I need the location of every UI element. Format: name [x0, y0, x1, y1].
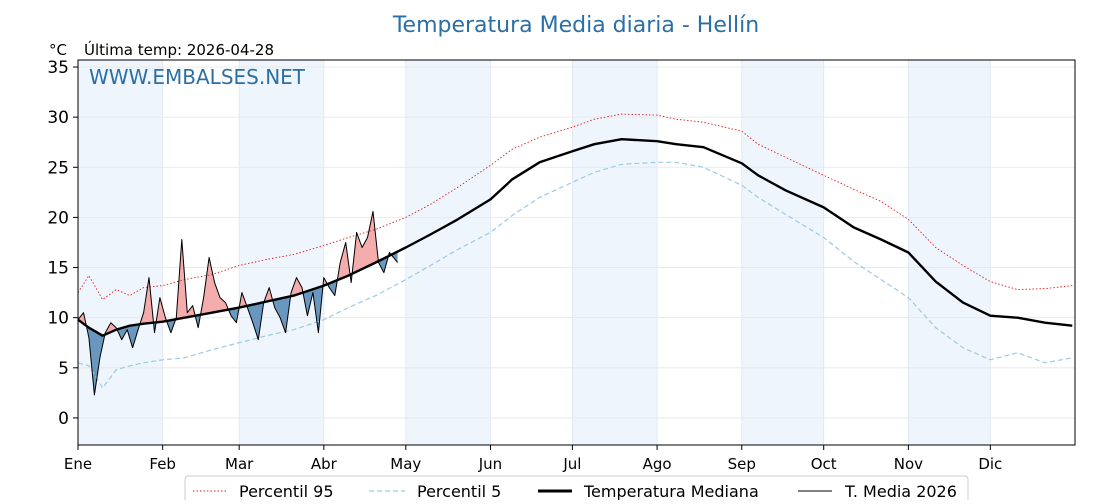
x-tick-label: May	[390, 455, 421, 473]
above-median-fill	[156, 297, 167, 323]
below-median-fill	[272, 296, 291, 333]
x-tick-label: Mar	[225, 455, 254, 473]
y-tick-label: 35	[47, 58, 69, 78]
month-bands	[78, 60, 991, 445]
x-tick-label: Abr	[311, 455, 338, 473]
y-tick-label: 15	[47, 259, 69, 279]
legend-label-current: T. Media 2026	[844, 482, 957, 500]
x-tick-label: Dic	[978, 455, 1002, 473]
x-tick-label: Jul	[562, 455, 581, 473]
below-median-fill	[166, 319, 176, 333]
above-median-fill	[290, 277, 303, 297]
x-axis-ticks: Ene Feb Mar Abr May Jun Jul Ago Sep Oct Nov Dic	[64, 445, 1002, 473]
x-tick-label: Sep	[728, 455, 756, 473]
plot-frame	[77, 59, 1076, 446]
legend-label-p95: Percentil 95	[239, 482, 334, 500]
above-median-fill	[78, 312, 87, 326]
x-tick-label: Ago	[643, 455, 672, 473]
month-band	[572, 60, 658, 445]
legend-box	[184, 475, 969, 504]
x-tick-label: Feb	[149, 455, 176, 473]
month-band	[239, 60, 324, 445]
above-median-fill	[263, 287, 273, 303]
x-tick-label: Nov	[894, 455, 923, 473]
below-median-fill	[228, 307, 240, 323]
y-tick-label: 25	[47, 158, 69, 178]
y-tick-label: 0	[58, 409, 69, 429]
below-median-fill	[86, 325, 105, 395]
below-median-fill	[195, 314, 201, 328]
x-tick-label: Oct	[811, 455, 837, 473]
legend-label-p5: Percentil 5	[417, 482, 501, 500]
legend-label-median: Temperatura Mediana	[583, 482, 759, 500]
series-lines	[77, 113, 1073, 396]
y-tick-label: 10	[47, 309, 69, 329]
month-band	[405, 60, 491, 445]
legend: Percentil 95 Percentil 5 Temperatura Med…	[184, 475, 969, 504]
last-update-label: Última temp: 2026-04-28	[84, 40, 274, 59]
chart-title: Temperatura Media diaria - Hellín	[392, 13, 759, 38]
month-band	[78, 60, 163, 445]
series-line-p5	[77, 161, 1073, 389]
watermark: WWW.EMBALSES.NET	[89, 65, 306, 89]
grid-lines	[78, 60, 1075, 445]
unit-label: °C	[49, 41, 67, 59]
month-band	[908, 60, 991, 445]
month-band	[741, 60, 824, 445]
series-line-current	[77, 210, 398, 396]
series-line-median	[77, 138, 1073, 337]
below-median-fill	[302, 285, 323, 333]
y-axis-ticks: 0 5 10 15 20 25 30 35	[47, 58, 78, 429]
x-tick-label: Jun	[478, 455, 502, 473]
series-line-p95	[77, 113, 1073, 301]
above-median-fill	[239, 292, 247, 308]
x-tick-label: Ene	[64, 455, 92, 473]
y-tick-label: 30	[47, 108, 69, 128]
y-tick-label: 5	[58, 359, 69, 379]
y-tick-label: 20	[47, 208, 69, 228]
